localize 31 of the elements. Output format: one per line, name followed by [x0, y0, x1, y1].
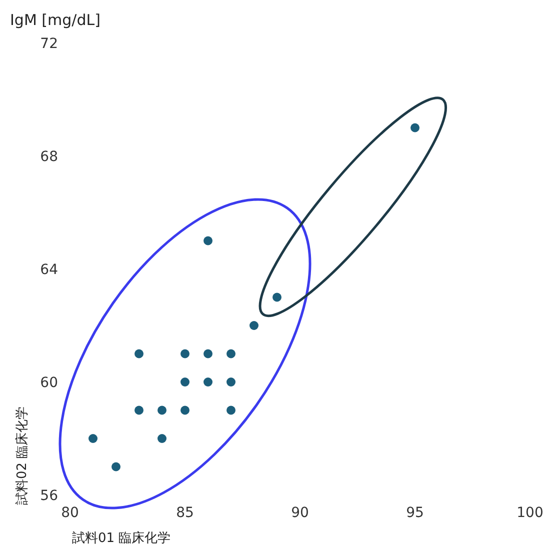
chart-title: IgM [mg/dL]: [10, 11, 100, 29]
point: [226, 406, 236, 415]
point: [226, 378, 236, 386]
point: [226, 349, 236, 358]
y-axis-title: 試料02 臨床化学: [15, 406, 30, 505]
point: [410, 123, 420, 132]
point: [204, 349, 212, 358]
point: [180, 406, 190, 415]
point: [250, 321, 258, 330]
x-tick-label: 95: [406, 505, 424, 521]
y-tick-label: 72: [40, 36, 58, 52]
x-tick-label: 90: [291, 505, 309, 521]
point: [272, 292, 282, 302]
point: [204, 236, 212, 246]
point: [158, 434, 166, 443]
point: [134, 406, 144, 415]
y-tick-label: 64: [40, 262, 58, 278]
point: [88, 434, 98, 443]
point: [112, 462, 120, 472]
y-tick-label: 68: [40, 149, 58, 165]
point: [134, 349, 144, 358]
y-tick-label: 60: [40, 375, 58, 391]
x-tick-label: 100: [516, 505, 544, 521]
point: [180, 378, 190, 386]
x-tick-label: 80: [61, 505, 79, 521]
point: [158, 406, 166, 415]
y-tick-label: 56: [40, 488, 58, 504]
point: [180, 349, 190, 358]
point: [204, 378, 212, 386]
x-axis-title: 試料01 臨床化学: [72, 531, 171, 546]
x-tick-label: 85: [176, 505, 194, 521]
